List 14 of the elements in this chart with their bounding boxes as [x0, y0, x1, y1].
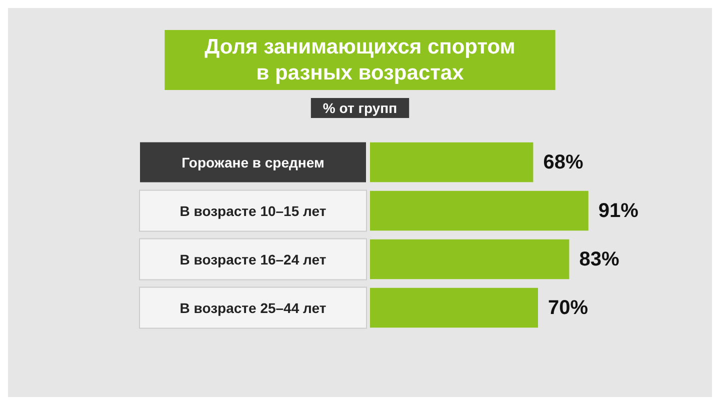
bar — [370, 190, 588, 231]
bar — [370, 288, 538, 328]
chart-title: Доля занимающихся спортом в разных возрастах — [204, 36, 516, 84]
bar — [370, 142, 534, 182]
data-label: 68% — [543, 151, 584, 174]
y-tick-label: В возрасте 16–24 лет — [180, 251, 326, 268]
data-label: 91% — [598, 200, 639, 222]
data-label: 83% — [579, 248, 620, 270]
y-tick-label: В возрасте 25–44 лет — [180, 300, 326, 316]
bar — [370, 239, 570, 280]
data-label: 70% — [548, 296, 588, 319]
chart-subtitle: % от групп — [322, 100, 398, 116]
y-tick-label: В возрасте 10–15 лет — [180, 202, 326, 219]
y-tick-label: Горожане в среднем — [182, 154, 324, 170]
